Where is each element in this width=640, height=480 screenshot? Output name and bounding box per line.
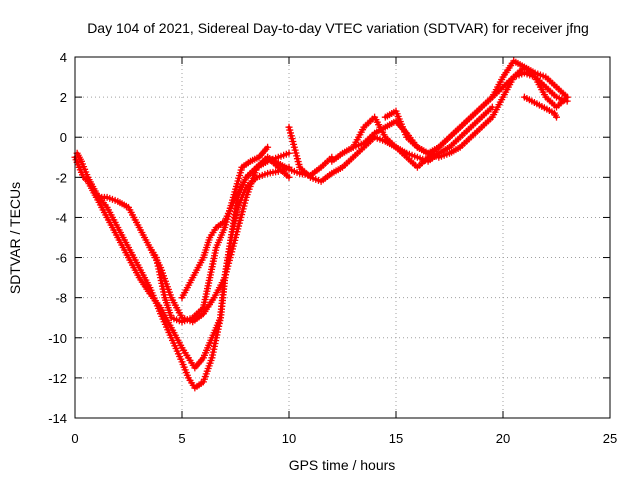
grid-lines	[75, 57, 610, 418]
series-markers	[381, 57, 571, 157]
x-tick-label: 25	[603, 431, 617, 446]
x-tick-label: 20	[496, 431, 510, 446]
x-tick-label: 10	[282, 431, 296, 446]
y-tick-label: -12	[48, 371, 67, 386]
chart-title: Day 104 of 2021, Sidereal Day-to-day VTE…	[87, 20, 589, 36]
y-tick-label: -8	[55, 291, 67, 306]
plot-frame	[74, 56, 611, 419]
x-tick-label: 0	[71, 431, 78, 446]
series-track-I	[381, 57, 571, 157]
y-tick-label: -2	[55, 170, 67, 185]
y-tick-label: -4	[55, 210, 67, 225]
x-tick-label: 5	[178, 431, 185, 446]
series-markers	[520, 93, 560, 121]
axis-ticks: 0 5 10 15 20 25 -14 -12 -10 -8 -6 -4 -2 0 2 4	[48, 50, 617, 446]
x-axis-title: GPS time / hours	[289, 457, 396, 473]
y-tick-label: -14	[48, 411, 67, 426]
y-tick-label: 0	[60, 130, 67, 145]
y-tick-label: 2	[60, 90, 67, 105]
y-tick-label: -10	[48, 331, 67, 346]
y-tick-label: 4	[60, 50, 67, 65]
y-tick-label: -6	[55, 251, 67, 266]
y-axis-title: SDTVAR / TECUs	[7, 182, 23, 294]
series-outliers	[520, 93, 560, 121]
x-tick-label: 15	[389, 431, 403, 446]
series-markers	[178, 153, 336, 302]
